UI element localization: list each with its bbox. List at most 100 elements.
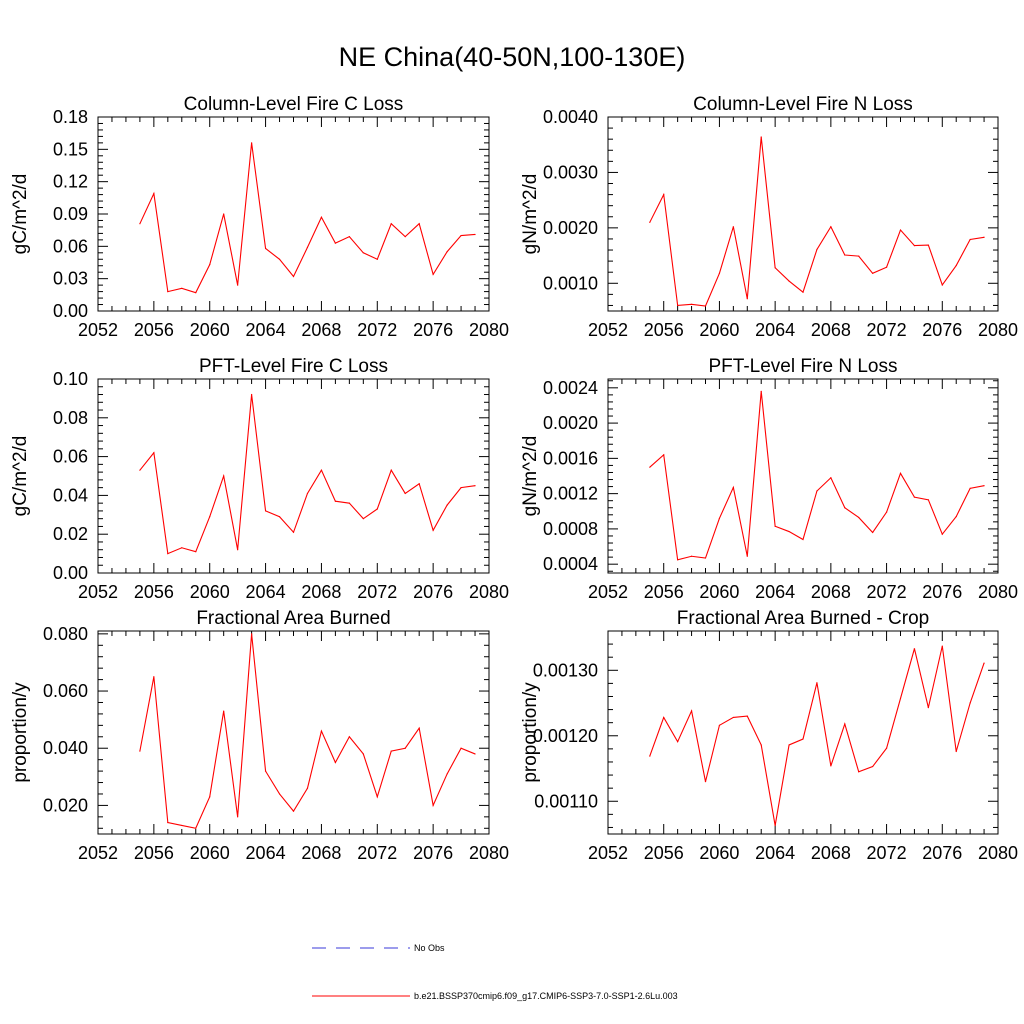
x-tick-label: 2068 [301,843,341,863]
data-point [858,255,860,257]
data-point [334,242,336,244]
x-tick-label: 2076 [922,843,962,863]
data-point [390,223,392,225]
data-point [830,477,832,479]
x-tick-label: 2080 [469,843,509,863]
x-tick-label: 2068 [301,582,341,602]
x-tick-label: 2068 [301,320,341,340]
data-point [404,236,406,238]
data-point [390,469,392,471]
x-tick-label: 2056 [134,582,174,602]
y-tick-label: 0.00110 [534,791,598,811]
y-axis-label: proportion/y [10,682,31,783]
data-point [663,194,665,196]
data-point [830,226,832,228]
data-point [418,727,420,729]
panel-title: Fractional Area Burned - Crop [677,608,929,629]
x-tick-label: 2080 [469,320,509,340]
data-point [292,275,295,278]
data-point [746,298,748,300]
y-tick-label: 0.060 [43,681,88,701]
x-tick-label: 2052 [78,843,118,863]
data-point [969,238,971,241]
panel-5: Fractional Area Burned proportion/y 2052 20… [10,608,509,863]
x-tick-label: 2056 [134,843,174,863]
data-point [195,551,197,553]
data-point [927,244,929,246]
data-point [390,750,392,752]
x-tick-label: 2072 [867,582,907,602]
y-axis-label: proportion/y [520,682,541,783]
x-tick-label: 2056 [134,320,174,340]
panel-title: Fractional Area Burned [196,608,390,629]
panel-2: Column-Level Fire N Loss gN/m^2/d 2052 2056… [520,94,1018,340]
x-tick-label: 2052 [78,320,118,340]
data-point [264,247,267,250]
x-tick-label: 2076 [413,320,453,340]
data-point [927,707,929,709]
data-point [690,303,693,305]
x-tick-label: 2056 [644,582,684,602]
x-tick-label: 2060 [699,320,739,340]
data-point [732,486,734,489]
y-tick-label: 0.0024 [543,378,598,398]
y-tick-label: 0.0004 [543,554,598,574]
series-line [139,142,476,294]
data-point [913,496,916,498]
data-point [872,531,874,534]
data-point [816,248,818,251]
data-point [432,529,434,531]
data-point [718,724,721,726]
data-point [774,824,776,827]
y-tick-label: 0.040 [43,738,88,758]
data-point [376,796,378,798]
data-point [816,490,818,492]
data-point [446,504,448,506]
data-point [955,264,957,267]
y-axis-label: gN/m^2/d [520,436,541,517]
data-point [446,251,448,253]
data-point [418,223,420,225]
panel-title: PFT-Level Fire N Loss [709,356,898,377]
data-point [774,267,776,269]
data-point [941,284,943,286]
data-point [292,810,295,812]
data-point [432,804,434,807]
data-point [649,755,651,757]
data-point [704,781,707,783]
x-tick-label: 2080 [978,843,1018,863]
data-point [913,648,916,650]
data-point [858,771,860,773]
x-tick-label: 2072 [357,582,397,602]
data-point [446,773,448,775]
y-tick-label: 0.00130 [533,660,598,680]
data-point [139,750,141,752]
data-point [362,518,364,520]
data-point [153,452,155,454]
x-tick-label: 2052 [78,582,118,602]
data-point [983,662,985,664]
y-tick-label: 0.08 [53,408,88,428]
data-point [153,676,155,678]
data-point [663,716,665,719]
x-tick-label: 2068 [811,582,851,602]
data-point [195,292,197,294]
y-tick-label: 0.0008 [543,519,598,539]
legend-obs-label: No Obs [414,943,445,953]
data-point [432,273,434,275]
x-tick-label: 2060 [190,320,230,340]
data-point [306,787,309,789]
data-point [264,770,267,772]
data-point [858,516,860,519]
data-point [306,246,309,249]
legend-model-label: b.e21.BSSP370cmip6.f09_g17.CMIP6-SSP3-7.… [414,991,678,1001]
data-point [677,559,679,561]
data-point [306,492,309,495]
data-point [278,258,281,260]
data-point [251,633,253,635]
data-point [955,750,957,753]
data-point [788,280,790,282]
x-tick-label: 2052 [588,843,628,863]
x-tick-label: 2076 [922,582,962,602]
